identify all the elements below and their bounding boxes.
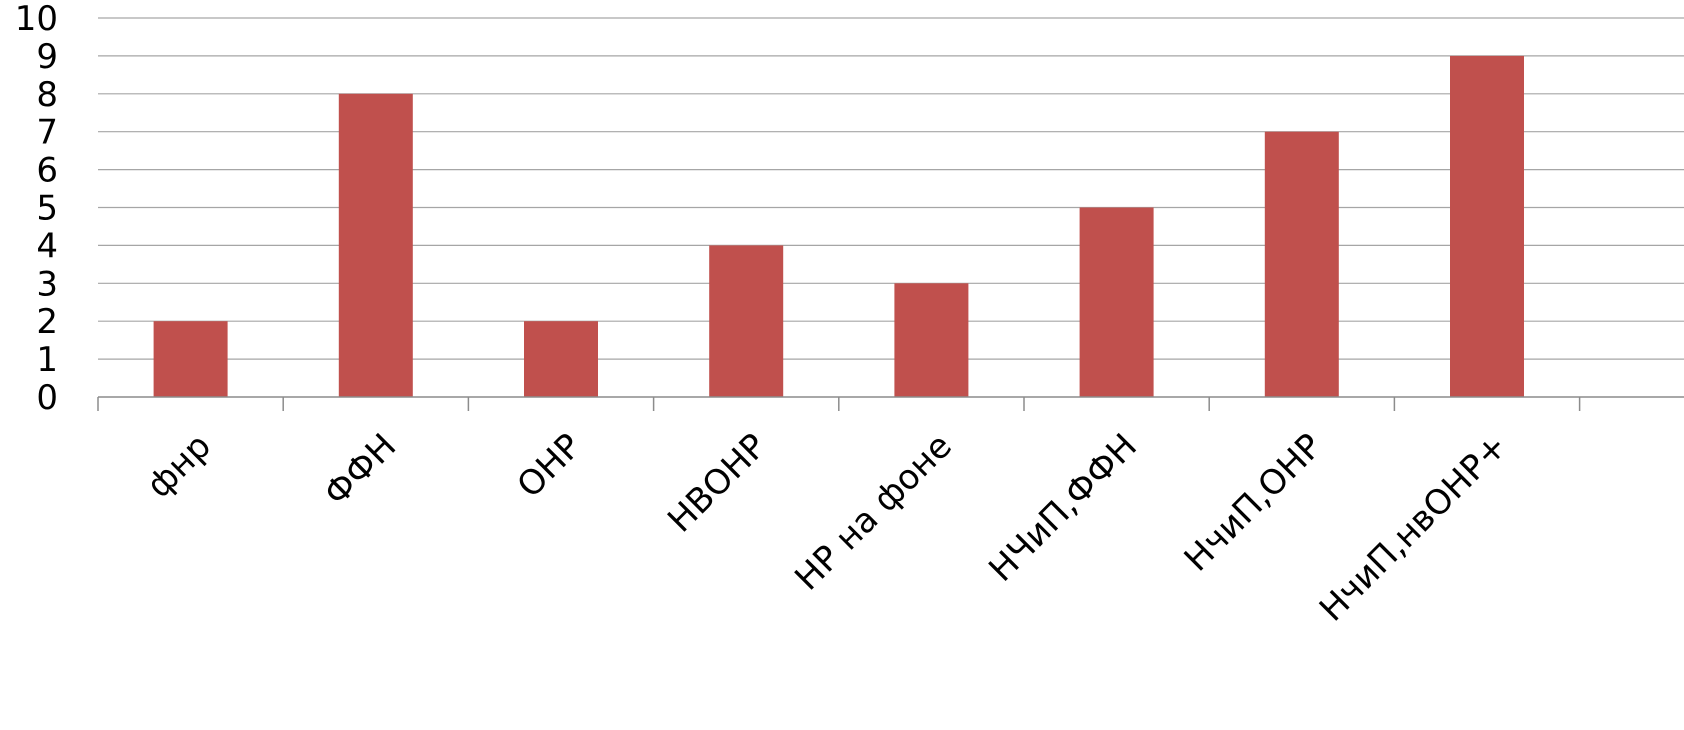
y-tick-label: 9 (36, 37, 58, 77)
y-tick-label: 8 (36, 75, 58, 115)
x-axis-labels: фнр ФФН ОНР НВОНР НР на фоне НЧиП,ФФН НчиП,ОНР… (139, 426, 1515, 629)
y-tick-label: 5 (36, 189, 58, 229)
gridlines (98, 17, 1684, 360)
y-tick-label: 7 (36, 113, 58, 153)
x-tick-label: НЧиП,ФФН (981, 426, 1145, 590)
y-tick-label: 4 (36, 226, 58, 266)
x-tick-label: НчиП,нвОНР+ (1312, 426, 1515, 629)
y-tick-label: 2 (36, 302, 58, 342)
y-tick-label: 0 (36, 378, 58, 418)
x-tick-label: НВОНР (660, 426, 774, 540)
x-tick-label: ФФН (316, 426, 404, 514)
bar (1450, 55, 1524, 398)
bar (1264, 131, 1339, 397)
bar (1079, 207, 1154, 397)
bar (524, 321, 598, 397)
bar (894, 283, 969, 397)
bar (153, 321, 228, 397)
y-tick-label: 6 (36, 151, 58, 191)
x-tick-label: НчиП,ОНР (1177, 426, 1330, 579)
bar (338, 93, 413, 398)
y-tick-label: 1 (36, 340, 58, 380)
x-tick-label: НР на фоне (787, 426, 959, 598)
x-axis (97, 396, 1684, 411)
bar (709, 245, 784, 397)
y-tick-label: 3 (36, 264, 58, 304)
bars (153, 55, 1524, 398)
x-tick-label: фнр (139, 426, 219, 506)
x-tick-label: ОНР (510, 426, 590, 506)
y-tick-label: 10 (15, 0, 58, 39)
